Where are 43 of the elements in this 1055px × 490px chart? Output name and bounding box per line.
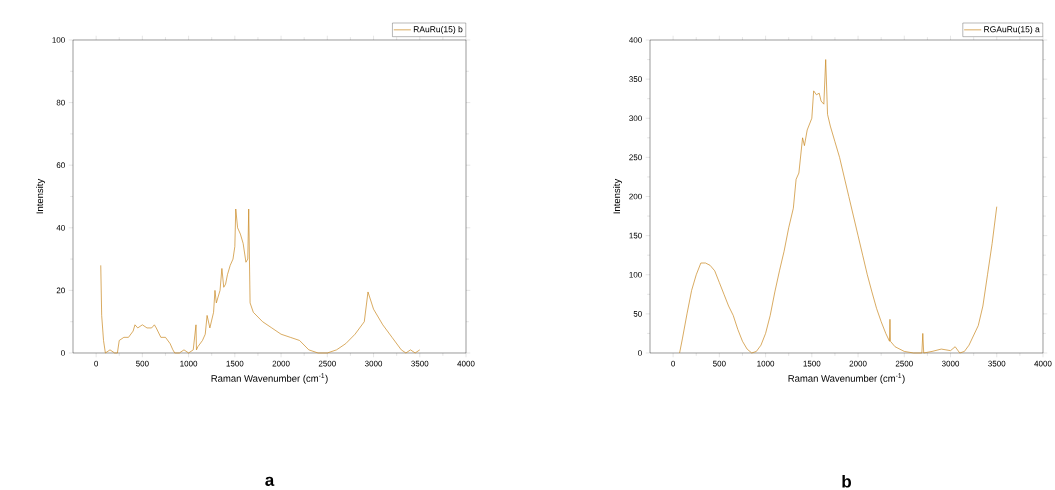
x-tick-label: 3500 bbox=[988, 360, 1006, 367]
y-axis-title: Intensity bbox=[613, 178, 622, 214]
y-axis-title: Intensity bbox=[36, 178, 46, 214]
y-tick-label: 50 bbox=[633, 311, 642, 317]
x-tick-label: 0 bbox=[671, 360, 676, 367]
x-axis-title: Raman Wavenumber (cm$^{-1}$) bbox=[788, 373, 905, 384]
x-tick-label: 4000 bbox=[1034, 360, 1052, 367]
y-tick-label: 0 bbox=[638, 350, 642, 356]
x-tick-label: 3500 bbox=[411, 360, 429, 367]
x-tick-label: 1500 bbox=[226, 360, 244, 367]
x-tick-label: 1500 bbox=[803, 360, 821, 367]
text: b bbox=[842, 475, 851, 488]
y-tick-label: 20 bbox=[56, 287, 65, 294]
x-tick-label: 3000 bbox=[941, 360, 960, 367]
text: a bbox=[265, 476, 275, 486]
legend-label: RGAuRu(15) a bbox=[984, 26, 1040, 34]
y-tick-label: 0 bbox=[61, 350, 65, 356]
x-tick-label: 500 bbox=[712, 360, 726, 367]
x-tick-label: 0 bbox=[94, 360, 99, 367]
line-series bbox=[679, 59, 998, 354]
y-tick-label: 150 bbox=[629, 232, 642, 239]
x-tick-label: 1000 bbox=[180, 360, 198, 367]
y-tick-label: 100 bbox=[629, 271, 642, 278]
y-tick-label: 60 bbox=[56, 162, 65, 169]
y-tick-label: 200 bbox=[629, 193, 642, 200]
y-tick-label: 400 bbox=[629, 37, 642, 43]
x-tick-label: 1000 bbox=[757, 360, 775, 367]
x-tick-label: 500 bbox=[136, 360, 149, 367]
x-tick-label: 2000 bbox=[849, 360, 867, 367]
line-series bbox=[100, 208, 421, 354]
legend-label: RAuRu(15) b bbox=[413, 26, 463, 34]
y-tick-label: 250 bbox=[629, 154, 642, 161]
x-axis-title: Raman Wavenumber (cm$^{-1}$) bbox=[211, 373, 328, 384]
x-tick-label: 2500 bbox=[895, 360, 913, 367]
y-tick-label: 300 bbox=[629, 115, 642, 122]
x-tick-label: 4000 bbox=[457, 360, 475, 367]
x-tick-label: 3000 bbox=[364, 360, 383, 367]
y-tick-label: 100 bbox=[52, 37, 65, 43]
y-tick-label: 40 bbox=[56, 224, 65, 231]
x-tick-label: 2000 bbox=[272, 360, 290, 367]
y-tick-label: 80 bbox=[56, 99, 65, 106]
x-tick-label: 2500 bbox=[318, 360, 336, 367]
y-tick-label: 350 bbox=[629, 76, 642, 82]
